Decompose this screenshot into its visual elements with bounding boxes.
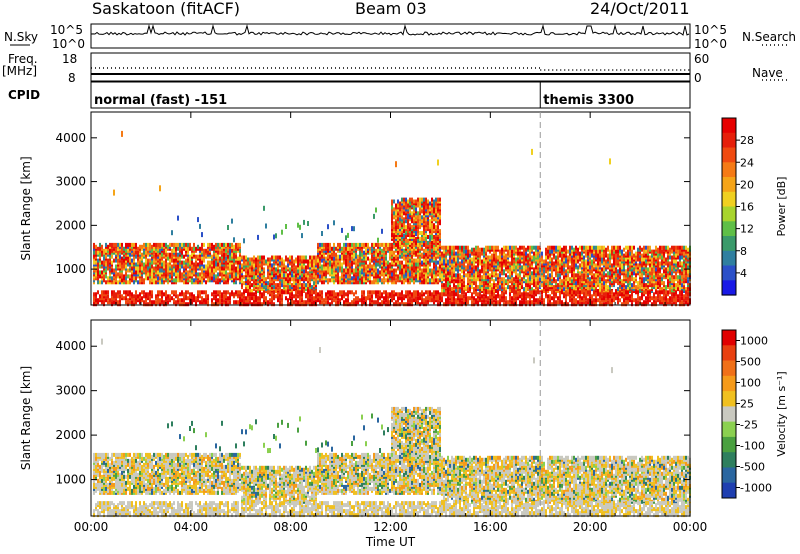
power-colorbar-tick-label: 24 xyxy=(740,156,754,169)
colorbars: 4 8 12 16 20 24 28 Power [dB] 1000 500 100 25 -25 -10… xyxy=(721,117,788,499)
y-tick-label: 2000 xyxy=(55,428,86,442)
power-colorbar-swatch xyxy=(722,191,736,208)
cpid-panel: normal (fast) -151 themis 3300 xyxy=(90,81,691,109)
velocity-colorbar-swatch xyxy=(722,330,736,346)
freq-box xyxy=(90,52,691,82)
velocity-colorbar-swatch xyxy=(722,482,736,499)
x-axis-label: Time UT xyxy=(365,535,416,549)
power-colorbar-swatch xyxy=(722,250,736,267)
velocity-colorbar-tick-label: 1000 xyxy=(740,335,768,348)
velocity-colorbar-tick-label: -1000 xyxy=(740,482,772,495)
velocity-colorbar-swatch xyxy=(722,391,736,407)
velocity-colorbar-tick-label: 500 xyxy=(740,356,761,369)
freq-tick-bottom: 8 xyxy=(68,71,76,85)
power-colorbar-swatch xyxy=(722,162,736,178)
velocity-colorbar-swatch xyxy=(722,360,736,377)
y-tick-label: 3000 xyxy=(55,175,86,189)
nsearch-tick-top: 10^5 xyxy=(694,23,727,37)
nsky-tick-top: 10^5 xyxy=(50,23,83,37)
nsky-line xyxy=(90,24,690,36)
velocity-colorbar-swatch xyxy=(722,406,736,423)
y-tick-label: 2000 xyxy=(55,218,86,232)
power-colorbar-swatch xyxy=(722,118,736,134)
freq-label: Freq. xyxy=(8,52,38,66)
nsky-tick-bottom: 10^0 xyxy=(52,37,85,51)
power-colorbar-swatch xyxy=(722,132,736,149)
y-axis-label: Slant Range [km] xyxy=(19,156,33,260)
y-tick-label: 4000 xyxy=(55,339,86,353)
date-label: 24/Oct/2011 xyxy=(590,0,690,18)
y-tick-label: 1000 xyxy=(55,262,86,276)
power-panel: 1000 2000 3000 4000 Slant Range [km] xyxy=(19,111,691,307)
x-tick-label: 04:00 xyxy=(174,520,209,534)
power-colorbar-tick-label: 8 xyxy=(740,245,747,258)
power-colorbar-swatch xyxy=(722,236,736,252)
freq-tick-top: 18 xyxy=(62,52,77,66)
cpid-segment-label: normal (fast) -151 xyxy=(94,93,227,108)
nave-label: Nave xyxy=(752,66,783,80)
nave-tick-bottom: 0 xyxy=(694,71,702,85)
nsky-box xyxy=(90,23,691,49)
power-colorbar-swatch xyxy=(722,177,736,193)
echo-cells xyxy=(93,130,691,307)
power-colorbar-tick-label: 20 xyxy=(740,178,754,191)
velocity-colorbar-tick-label: -25 xyxy=(740,419,758,432)
x-tick-label: 08:00 xyxy=(273,520,308,534)
nsearch-label: N.Search xyxy=(742,30,797,44)
cpid-segment-label: themis 3300 xyxy=(543,93,634,108)
velocity-colorbar-swatch xyxy=(722,421,736,438)
power-colorbar-label: Power [dB] xyxy=(775,177,788,237)
cpid-label: CPID xyxy=(8,88,41,102)
beam-label: Beam 03 xyxy=(355,0,427,18)
power-colorbar-swatch xyxy=(722,221,736,237)
mhz-label: [MHz] xyxy=(2,64,38,78)
velocity-colorbar-swatch xyxy=(722,467,736,484)
velocity-colorbar-tick-label: -500 xyxy=(740,461,765,474)
velocity-colorbar-tick-label: -100 xyxy=(740,440,765,453)
nave-tick-top: 60 xyxy=(694,52,709,66)
velocity-colorbar-swatch xyxy=(722,436,736,453)
velocity-colorbar-swatch xyxy=(722,452,736,468)
x-tick-label: 20:00 xyxy=(573,520,608,534)
power-colorbar-swatch xyxy=(722,280,736,296)
nsearch-tick-bottom: 10^0 xyxy=(694,37,727,51)
power-colorbar-swatch xyxy=(722,206,736,222)
y-tick-label: 4000 xyxy=(55,131,86,145)
velocity-colorbar-swatch xyxy=(722,375,736,392)
power-colorbar-tick-label: 12 xyxy=(740,223,754,236)
velocity-colorbar-tick-label: 100 xyxy=(740,377,761,390)
x-tick-label: 16:00 xyxy=(473,520,508,534)
radar-title: Saskatoon (fitACF) xyxy=(92,0,241,18)
x-tick-label: 00:00 xyxy=(673,520,708,534)
echo-cells xyxy=(93,338,691,518)
velocity-colorbar-tick-label: 25 xyxy=(740,398,754,411)
velocity-colorbar-swatch xyxy=(722,345,736,362)
power-colorbar-tick-label: 16 xyxy=(740,201,754,214)
y-tick-label: 3000 xyxy=(55,384,86,398)
power-colorbar-swatch xyxy=(722,147,736,163)
x-tick-label: 12:00 xyxy=(373,520,408,534)
y-axis-label: Slant Range [km] xyxy=(19,366,33,470)
power-colorbar-tick-label: 4 xyxy=(740,267,747,280)
y-tick-label: 1000 xyxy=(55,473,86,487)
nsky-label: N.Sky xyxy=(4,30,39,44)
velocity-colorbar-label: Velocity [m s⁻¹] xyxy=(775,371,788,456)
x-tick-label: 00:00 xyxy=(74,520,109,534)
power-colorbar-swatch xyxy=(722,265,736,281)
velocity-panel: 1000 2000 3000 4000 00:00 04:00 08:00 12:00 16:0… xyxy=(19,319,708,549)
power-colorbar-tick-label: 28 xyxy=(740,134,754,147)
velocity-colorbar-frame xyxy=(721,329,737,499)
cpid-box xyxy=(90,81,691,109)
